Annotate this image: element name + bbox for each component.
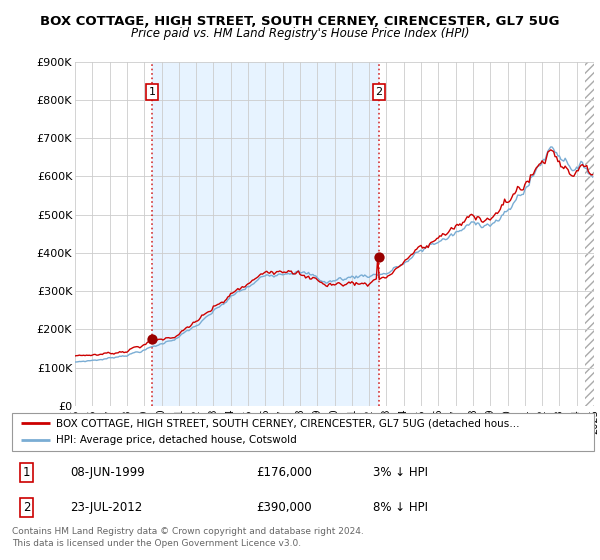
Text: 23-JUL-2012: 23-JUL-2012 bbox=[70, 501, 142, 515]
Text: 08-JUN-1999: 08-JUN-1999 bbox=[70, 466, 145, 479]
Text: 1: 1 bbox=[148, 87, 155, 97]
Text: HPI: Average price, detached house, Cotswold: HPI: Average price, detached house, Cots… bbox=[56, 435, 296, 445]
Text: 2: 2 bbox=[23, 501, 30, 515]
Text: 1: 1 bbox=[23, 466, 30, 479]
Bar bbox=[586, 62, 594, 406]
Point bbox=[374, 252, 384, 261]
Point bbox=[147, 334, 157, 343]
Text: BOX COTTAGE, HIGH STREET, SOUTH CERNEY, CIRENCESTER, GL7 5UG: BOX COTTAGE, HIGH STREET, SOUTH CERNEY, … bbox=[40, 15, 560, 27]
FancyBboxPatch shape bbox=[12, 413, 594, 451]
Text: Contains HM Land Registry data © Crown copyright and database right 2024.
This d: Contains HM Land Registry data © Crown c… bbox=[12, 527, 364, 548]
Text: 2: 2 bbox=[376, 87, 383, 97]
Text: 8% ↓ HPI: 8% ↓ HPI bbox=[373, 501, 428, 515]
Text: £176,000: £176,000 bbox=[256, 466, 313, 479]
Text: 3% ↓ HPI: 3% ↓ HPI bbox=[373, 466, 428, 479]
Text: £390,000: £390,000 bbox=[256, 501, 312, 515]
Bar bbox=[152, 62, 379, 406]
Text: Price paid vs. HM Land Registry's House Price Index (HPI): Price paid vs. HM Land Registry's House … bbox=[131, 27, 469, 40]
Text: BOX COTTAGE, HIGH STREET, SOUTH CERNEY, CIRENCESTER, GL7 5UG (detached hous…: BOX COTTAGE, HIGH STREET, SOUTH CERNEY, … bbox=[56, 418, 519, 428]
